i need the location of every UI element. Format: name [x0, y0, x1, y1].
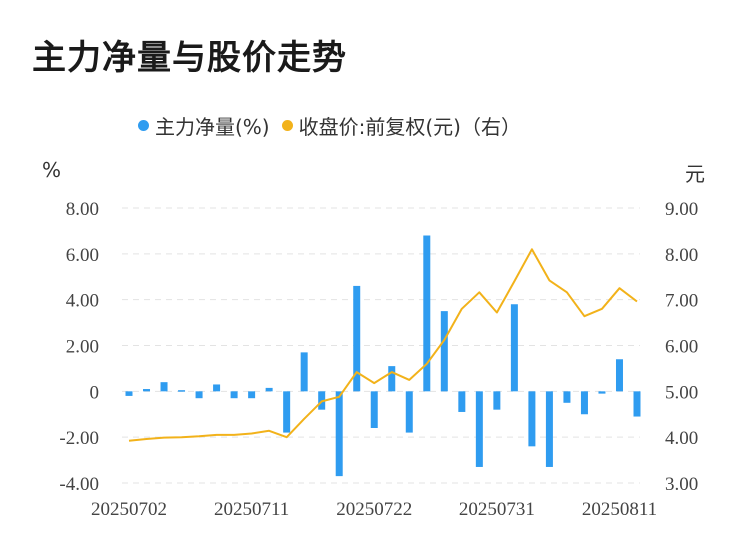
- net-flow-bar: [230, 391, 238, 399]
- net-flow-bar: [440, 311, 448, 392]
- net-flow-bar: [370, 391, 378, 428]
- y-left-tick-label: 8.00: [66, 199, 99, 220]
- net-flow-bar: [510, 304, 518, 392]
- net-flow-bar: [598, 391, 606, 394]
- y-right-tick-label: 6.00: [665, 337, 698, 358]
- net-flow-bar: [493, 391, 501, 410]
- chart-title: 主力净量与股价走势: [32, 38, 347, 78]
- y-left-tick-label: 4.00: [66, 291, 99, 312]
- net-flow-bar: [353, 285, 361, 392]
- x-tick-label: 20250702: [91, 499, 167, 520]
- x-tick-label: 20250711: [214, 499, 289, 520]
- y-right-tick-label: 5.00: [665, 382, 698, 403]
- y-right-tick-label: 3.00: [665, 474, 698, 495]
- net-flow-bar: [458, 391, 466, 412]
- y-right-tick-label: 4.00: [665, 428, 698, 449]
- net-flow-bar: [563, 391, 571, 403]
- x-tick-label: 20250731: [459, 499, 535, 520]
- legend-dot-yellow-icon: [281, 119, 293, 131]
- net-flow-bar: [213, 384, 221, 392]
- y-right-tick-label: 7.00: [665, 291, 698, 312]
- legend: 主力净量(%) 收盘价:前复权(元)（右）: [138, 110, 533, 140]
- net-flow-bar: [580, 391, 588, 415]
- net-flow-bar: [388, 366, 396, 392]
- x-tick-label: 20250811: [582, 499, 657, 520]
- y-right-tick-label: 8.00: [665, 245, 698, 266]
- legend-item-close-price[interactable]: 收盘价:前复权(元)（右）: [281, 111, 521, 140]
- y-left-tick-label: -2.00: [59, 428, 99, 449]
- legend-label-close-price: 收盘价:前复权(元)（右）: [298, 114, 521, 139]
- net-flow-bar: [143, 389, 151, 392]
- net-flow-bar: [178, 390, 186, 392]
- net-flow-bar: [125, 391, 133, 396]
- net-flow-bar: [633, 391, 641, 417]
- y-left-tick-label: -4.00: [59, 474, 99, 495]
- close-price-line: [128, 248, 638, 442]
- net-flow-bar: [423, 235, 431, 392]
- legend-dot-blue-icon: [138, 119, 149, 131]
- net-flow-bar: [545, 391, 553, 467]
- legend-label-net-flow: 主力净量(%): [155, 114, 270, 139]
- y-left-tick-label: 0: [90, 382, 100, 403]
- net-flow-bar: [528, 391, 536, 447]
- net-flow-bar: [405, 391, 413, 433]
- y-right-tick-label: 9.00: [665, 199, 698, 220]
- net-flow-bar: [335, 391, 343, 477]
- x-tick-label: 20250722: [336, 499, 412, 520]
- left-axis-unit: %: [42, 158, 62, 182]
- net-flow-bar: [265, 387, 273, 392]
- net-flow-bar: [283, 391, 291, 433]
- net-flow-bar: [615, 359, 623, 392]
- right-axis-unit: 元: [685, 162, 705, 186]
- net-flow-bar: [248, 391, 256, 399]
- net-flow-bar: [475, 391, 483, 467]
- y-left-tick-label: 2.00: [66, 337, 99, 358]
- legend-item-net-flow[interactable]: 主力净量(%): [138, 111, 270, 140]
- net-flow-bar: [195, 391, 203, 399]
- y-left-tick-label: 6.00: [66, 245, 99, 266]
- net-flow-bar: [300, 352, 308, 392]
- net-flow-bar: [160, 382, 168, 392]
